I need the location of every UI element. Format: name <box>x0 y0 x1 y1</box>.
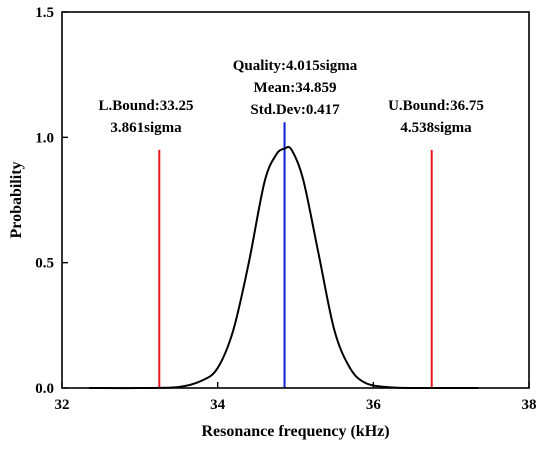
y-tick-label: 1.0 <box>35 130 54 146</box>
annotation-text: Std.Dev:0.417 <box>250 102 340 118</box>
annotation-text: Mean:34.859 <box>254 80 337 96</box>
x-tick-label: 36 <box>366 397 382 413</box>
x-tick-label: 38 <box>522 397 537 413</box>
y-axis-title: Probability <box>8 161 25 238</box>
y-tick-label: 1.5 <box>35 5 54 21</box>
annotation-text: Quality:4.015sigma <box>233 58 358 74</box>
x-tick-label: 34 <box>210 397 226 413</box>
probability-curve <box>89 145 479 390</box>
x-axis-title: Resonance frequency (kHz) <box>201 423 389 440</box>
annotation-text: 3.861sigma <box>110 120 182 136</box>
y-tick-label: 0.0 <box>35 381 54 397</box>
series-group <box>89 145 479 390</box>
annotation-text: L.Bound:33.25 <box>98 98 193 114</box>
annotation-group: Quality:4.015sigma Mean:34.859 Std.Dev:0.4… <box>98 58 483 136</box>
x-tick-label: 32 <box>55 397 70 413</box>
annotation-text: 4.538sigma <box>400 120 472 136</box>
plot-frame <box>61 11 530 389</box>
reference-line-group <box>158 122 433 388</box>
y-tick-label: 0.5 <box>35 256 54 272</box>
annotation-text: U.Bound:36.75 <box>388 98 484 114</box>
